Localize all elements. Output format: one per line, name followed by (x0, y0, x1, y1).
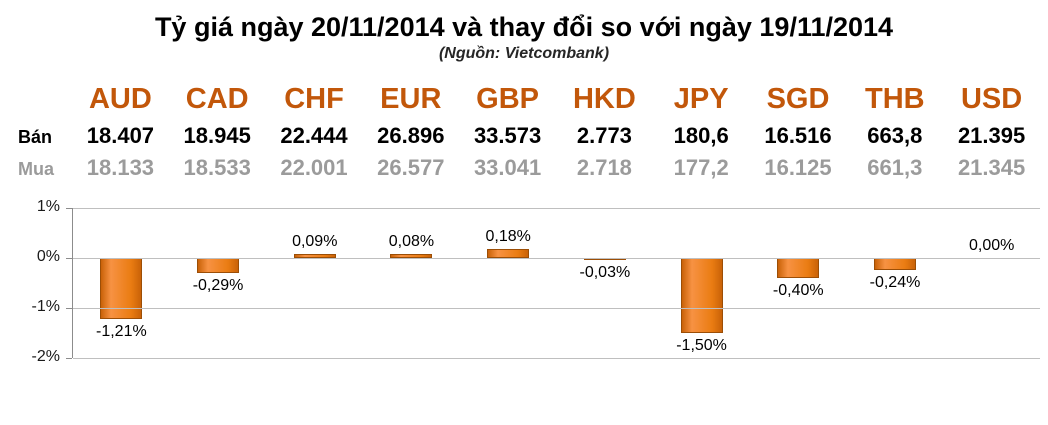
chart-column: 0,18% (460, 208, 557, 358)
chart-column: -1,50% (653, 208, 750, 358)
currency-header: EUR (380, 83, 442, 116)
bar-label: 0,18% (485, 228, 531, 246)
currency-header: JPY (673, 83, 729, 116)
y-axis-tick (66, 358, 72, 360)
buy-value: 26.577 (377, 155, 445, 181)
chart-column: -0,29% (170, 208, 267, 358)
buy-value: 21.345 (957, 155, 1026, 181)
gridline (73, 308, 1040, 310)
bar (293, 253, 336, 259)
buy-value: 18.533 (183, 155, 251, 181)
buy-value: 22.001 (280, 155, 348, 181)
plot-area: -1,21% -0,29% 0,09% 0,08% 0,18% -0,03% -1,50% -… (66, 208, 1040, 360)
page-title: Tỷ giá ngày 20/11/2014 và thay đổi so vớ… (154, 12, 894, 42)
sell-value: 33.573 (473, 123, 542, 149)
currency-header: SGD (766, 83, 830, 116)
y-axis-label: 0% (36, 248, 60, 266)
buy-value: 33.041 (473, 155, 542, 181)
bar (197, 258, 240, 273)
buy-value: 16.125 (764, 155, 832, 181)
y-axis-tick (66, 258, 72, 260)
sell-value: 18.945 (183, 123, 251, 149)
gridline (73, 208, 1040, 210)
rates-table: AUD CAD CHF EUR GBP HKD JPY SGD THB USD Bán 18.407 1… (8, 83, 1040, 184)
bar-label: -0,40% (772, 282, 824, 300)
y-axis-label: -2% (31, 348, 60, 366)
sell-value: 18.407 (86, 123, 155, 149)
currency-header: AUD (88, 83, 152, 116)
page-subtitle: (Nguồn: Vietcombank) (438, 45, 610, 63)
chart-column: 0,08% (363, 208, 460, 358)
chart-column: -0,24% (847, 208, 944, 358)
bar-label: -1,21% (95, 322, 147, 340)
sell-value: 180,6 (673, 123, 729, 149)
bar-label: 0,00% (968, 237, 1015, 255)
sell-row-label: Bán (18, 127, 53, 148)
bar (390, 254, 433, 259)
bar (487, 249, 530, 259)
bar-label: -0,29% (192, 276, 244, 294)
bar-label: -0,03% (579, 263, 631, 281)
buy-value: 661,3 (867, 155, 923, 181)
sell-value: 22.444 (280, 123, 348, 149)
y-axis-tick (66, 208, 72, 210)
change-chart: -1,21% -0,29% 0,09% 0,08% 0,18% -0,03% -1,50% -… (0, 192, 1048, 387)
currency-header: CAD (185, 83, 249, 116)
bar-label: 0,09% (292, 232, 338, 250)
buy-value: 18.133 (86, 155, 155, 181)
bar (100, 258, 143, 319)
sell-value: 26.896 (377, 123, 445, 149)
table-corner (8, 104, 72, 108)
bar (680, 258, 723, 334)
sell-value: 16.516 (764, 123, 832, 149)
currency-header: USD (960, 83, 1023, 116)
y-axis-label: 1% (36, 198, 60, 216)
chart-column: -1,21% (73, 208, 170, 358)
chart-column: 0,09% (266, 208, 363, 358)
currency-header: THB (864, 83, 925, 116)
buy-value: 2.718 (576, 155, 632, 181)
currency-header: GBP (476, 83, 540, 116)
gridline (73, 258, 1040, 260)
bar (777, 258, 820, 279)
gridline (73, 358, 1040, 360)
y-axis-label: -1% (31, 298, 60, 316)
chart-columns: -1,21% -0,29% 0,09% 0,08% 0,18% -0,03% -1,50% -… (73, 208, 1040, 358)
bar-label: -0,24% (869, 274, 921, 292)
buy-value: 177,2 (673, 155, 729, 181)
chart-column: -0,40% (750, 208, 847, 358)
currency-header: CHF (284, 83, 344, 116)
bar (873, 258, 916, 271)
sell-value: 2.773 (576, 123, 632, 149)
currency-header: HKD (572, 83, 636, 116)
bar-label: 0,08% (388, 233, 435, 251)
sell-value: 663,8 (867, 123, 923, 149)
sell-value: 21.395 (957, 123, 1026, 149)
y-axis-tick (66, 308, 72, 310)
chart-column: -0,03% (557, 208, 654, 358)
buy-row-label: Mua (18, 159, 54, 180)
chart-column: 0,00% (943, 208, 1040, 358)
bar-label: -1,50% (676, 337, 727, 355)
